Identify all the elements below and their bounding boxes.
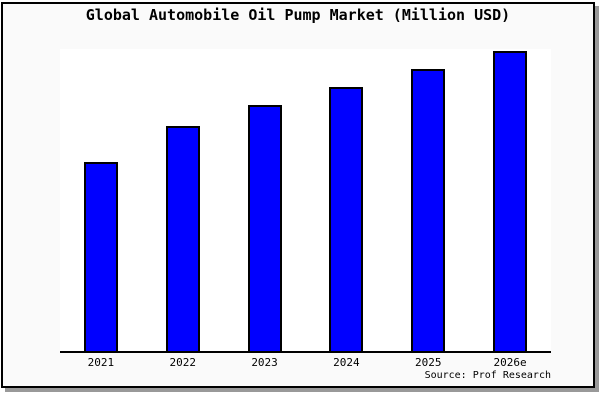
x-tick-label-2025: 2025 — [414, 356, 442, 369]
chart-figure: Global Automobile Oil Pump Market (Milli… — [1, 2, 595, 388]
source-note: Source: Prof Research — [424, 370, 551, 381]
x-axis-labels: 2021 2022 2023 2024 2025 2026e — [60, 356, 551, 370]
bar-2025 — [411, 69, 445, 351]
chart-title: Global Automobile Oil Pump Market (Milli… — [85, 6, 511, 24]
bar-2022 — [166, 126, 200, 351]
x-tick-label-2021: 2021 — [87, 356, 115, 369]
x-tick-label-2024: 2024 — [333, 356, 360, 369]
x-tick-label-2026e: 2026e — [493, 356, 527, 369]
plot-area — [60, 49, 551, 353]
x-tick-label-2022: 2022 — [169, 356, 196, 369]
bar-2023 — [248, 105, 282, 351]
bar-2026e — [493, 51, 527, 351]
x-tick-label-2023: 2023 — [251, 356, 278, 369]
bar-2021 — [84, 162, 118, 351]
bar-2024 — [329, 87, 363, 351]
